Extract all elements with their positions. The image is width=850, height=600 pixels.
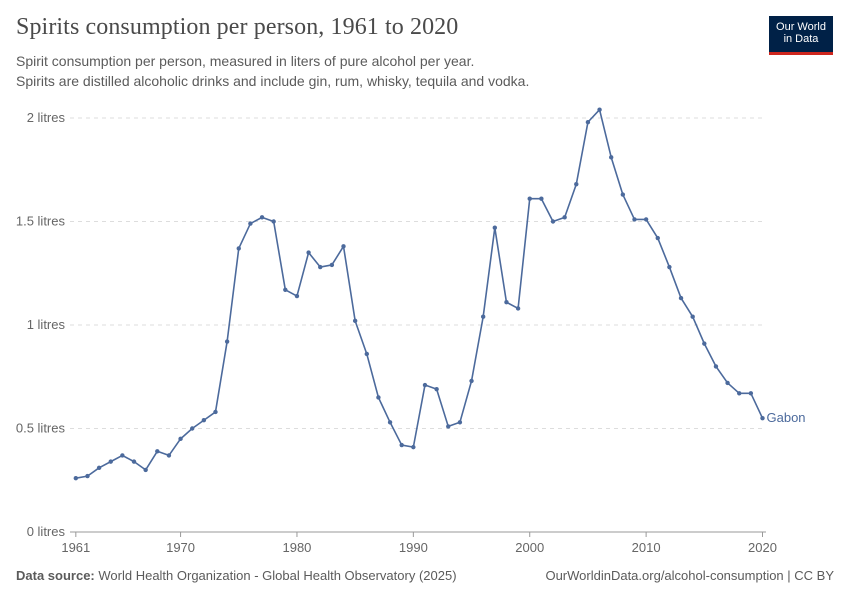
data-point[interactable] (725, 380, 730, 386)
data-point[interactable] (190, 426, 195, 431)
data-point[interactable] (597, 107, 602, 112)
x-tick-label: 1980 (282, 540, 311, 555)
series-line[interactable] (75, 108, 764, 479)
data-point[interactable] (236, 246, 241, 251)
grid-lines (70, 117, 766, 429)
logo-line-2: in Data (783, 33, 819, 45)
data-point[interactable] (655, 235, 660, 241)
data-point[interactable] (73, 475, 79, 481)
data-point[interactable] (713, 364, 719, 369)
data-point[interactable] (387, 420, 393, 425)
data-point[interactable] (213, 409, 218, 415)
x-tick-label: 1970 (166, 540, 195, 555)
chart-subtitle: Spirit consumption per person, measured … (16, 51, 736, 91)
data-point[interactable] (271, 219, 276, 224)
data-point[interactable] (178, 436, 183, 442)
data-point[interactable] (515, 306, 521, 311)
data-point[interactable] (748, 391, 754, 396)
data-point[interactable] (341, 244, 346, 249)
data-point[interactable] (446, 424, 451, 429)
data-point[interactable] (259, 215, 265, 220)
data-point[interactable] (108, 459, 113, 464)
data-point[interactable] (620, 192, 626, 197)
x-tick-label: 1990 (399, 540, 428, 555)
y-tick-label: 0 litres (27, 524, 66, 539)
data-point[interactable] (434, 386, 439, 392)
data-point[interactable] (329, 262, 335, 268)
logo-line-1: Our World (776, 21, 826, 33)
data-point[interactable] (678, 295, 684, 301)
data-point[interactable] (492, 225, 498, 230)
data-point[interactable] (352, 318, 358, 324)
data-point[interactable] (643, 217, 649, 222)
y-tick-label: 0.5 litres (16, 421, 66, 436)
data-point[interactable] (224, 339, 230, 344)
data-point[interactable] (632, 217, 637, 222)
data-point[interactable] (690, 314, 695, 319)
data-point[interactable] (85, 473, 90, 479)
data-point[interactable] (155, 449, 160, 454)
data-point[interactable] (120, 453, 125, 458)
data-point[interactable] (283, 287, 288, 293)
chart-title: Spirits consumption per person, 1961 to … (16, 14, 459, 40)
series-label: Gabon (767, 410, 806, 425)
data-point[interactable] (399, 442, 404, 448)
data-source-label: Data source: (16, 568, 95, 583)
data-point[interactable] (609, 155, 614, 160)
y-axis-labels: 0 litres 0.5 litres 1 litres 1.5 litres 2 li… (16, 110, 66, 539)
x-tick-label: 2020 (748, 540, 777, 555)
data-point[interactable] (318, 264, 323, 270)
x-tick-label: 1961 (61, 540, 90, 555)
data-point[interactable] (737, 391, 742, 396)
data-point[interactable] (469, 378, 474, 384)
y-tick-label: 1 litres (27, 317, 66, 332)
data-point[interactable] (201, 418, 207, 423)
data-point[interactable] (422, 382, 428, 388)
data-point[interactable] (131, 459, 137, 464)
data-point[interactable] (527, 196, 532, 201)
footer-url[interactable]: OurWorldinData.org/alcohol-consumption |… (545, 568, 834, 583)
data-point[interactable] (143, 467, 148, 473)
y-tick-label: 2 litres (27, 110, 66, 125)
data-point[interactable] (364, 351, 369, 357)
data-point[interactable] (166, 453, 172, 458)
data-point[interactable] (411, 444, 416, 450)
data-point[interactable] (702, 341, 707, 346)
data-point[interactable] (306, 250, 311, 255)
data-point[interactable] (376, 395, 381, 400)
data-source: Data source: World Health Organization -… (16, 568, 457, 583)
data-point[interactable] (294, 293, 300, 299)
data-point[interactable] (585, 119, 591, 125)
data-point[interactable] (550, 219, 556, 224)
data-point[interactable] (457, 420, 463, 425)
data-point[interactable] (574, 182, 579, 187)
owid-logo[interactable]: Our World in Data (769, 16, 833, 55)
series-gabon: Gabon (73, 107, 806, 481)
subtitle-line-1: Spirit consumption per person, measured … (16, 53, 475, 69)
subtitle-line-2: Spirits are distilled alcoholic drinks a… (16, 73, 530, 89)
data-source-link[interactable]: World Health Organization - Global Healt… (98, 568, 457, 583)
data-point[interactable] (96, 465, 102, 471)
data-point[interactable] (248, 221, 253, 226)
x-tick-label: 2010 (632, 540, 661, 555)
data-point[interactable] (504, 300, 509, 305)
data-point[interactable] (562, 215, 567, 220)
data-point[interactable] (539, 196, 544, 201)
x-tick-label: 2000 (515, 540, 544, 555)
y-tick-label: 1.5 litres (16, 214, 66, 229)
data-point[interactable] (760, 415, 765, 421)
data-point[interactable] (667, 264, 672, 270)
x-axis: 1961 1970 1980 1990 2000 2010 2020 (61, 531, 777, 555)
data-point[interactable] (480, 314, 486, 319)
